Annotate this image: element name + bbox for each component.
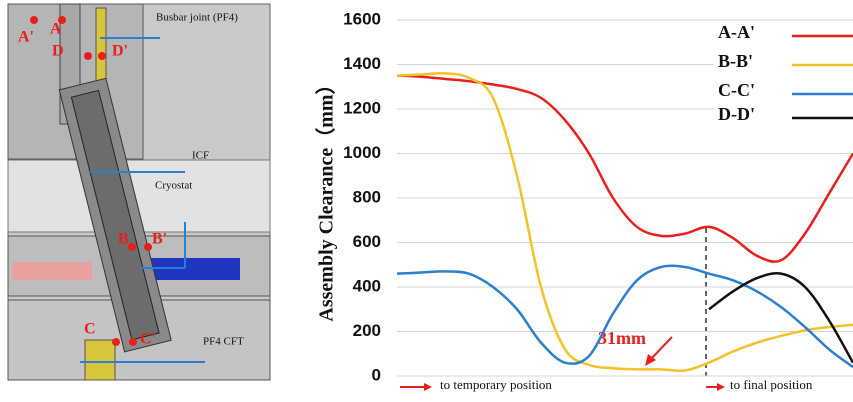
y-tick-label: 1400 [343, 54, 381, 73]
point-label: B' [152, 231, 167, 248]
annotation: to final position [730, 377, 813, 392]
point-label: A [50, 21, 62, 38]
arrowhead [717, 383, 725, 391]
dot [98, 52, 106, 60]
dot [129, 338, 137, 346]
point-label: D' [112, 43, 128, 60]
arrowhead [424, 383, 432, 391]
y-tick-label: 400 [353, 276, 381, 295]
dot [30, 16, 38, 24]
label: PF4 CFT [203, 336, 244, 348]
y-tick-label: 600 [353, 232, 381, 251]
label: Cryostat [155, 180, 192, 192]
y-axis-label: Assembly Clearance（mm） [315, 74, 338, 321]
point-label: C' [140, 331, 156, 348]
series-line [397, 266, 853, 367]
schematic: Busbar joint (PF4) ICF Cryostat PF4 CFT … [8, 4, 270, 380]
point-label: D [52, 43, 64, 60]
y-tick-label: 200 [353, 321, 381, 340]
dot [112, 338, 120, 346]
point-label: A' [18, 29, 34, 46]
legend-label: C-C' [718, 80, 755, 100]
y-tick-label: 1000 [343, 143, 381, 162]
dot [144, 243, 152, 251]
cft-yellow [85, 340, 115, 380]
pink-part [12, 262, 92, 280]
y-tick-label: 800 [353, 187, 381, 206]
point-label: C [84, 321, 96, 338]
label: ICF [192, 150, 209, 162]
legend-label: A-A' [718, 22, 755, 42]
arrow [650, 337, 672, 360]
legend-label: B-B' [718, 51, 753, 71]
y-tick-label: 1600 [343, 9, 381, 28]
label: Busbar joint (PF4) [156, 12, 238, 24]
figure: Busbar joint (PF4) ICF Cryostat PF4 CFT … [0, 0, 853, 397]
y-tick-label: 0 [372, 365, 381, 384]
legend-label: D-D' [718, 104, 755, 124]
busbar-yellow [96, 8, 106, 88]
dot [84, 52, 92, 60]
y-tick-label: 1200 [343, 98, 381, 117]
dot [128, 243, 136, 251]
point-label: B [118, 231, 129, 248]
annotation: to temporary position [440, 377, 552, 392]
